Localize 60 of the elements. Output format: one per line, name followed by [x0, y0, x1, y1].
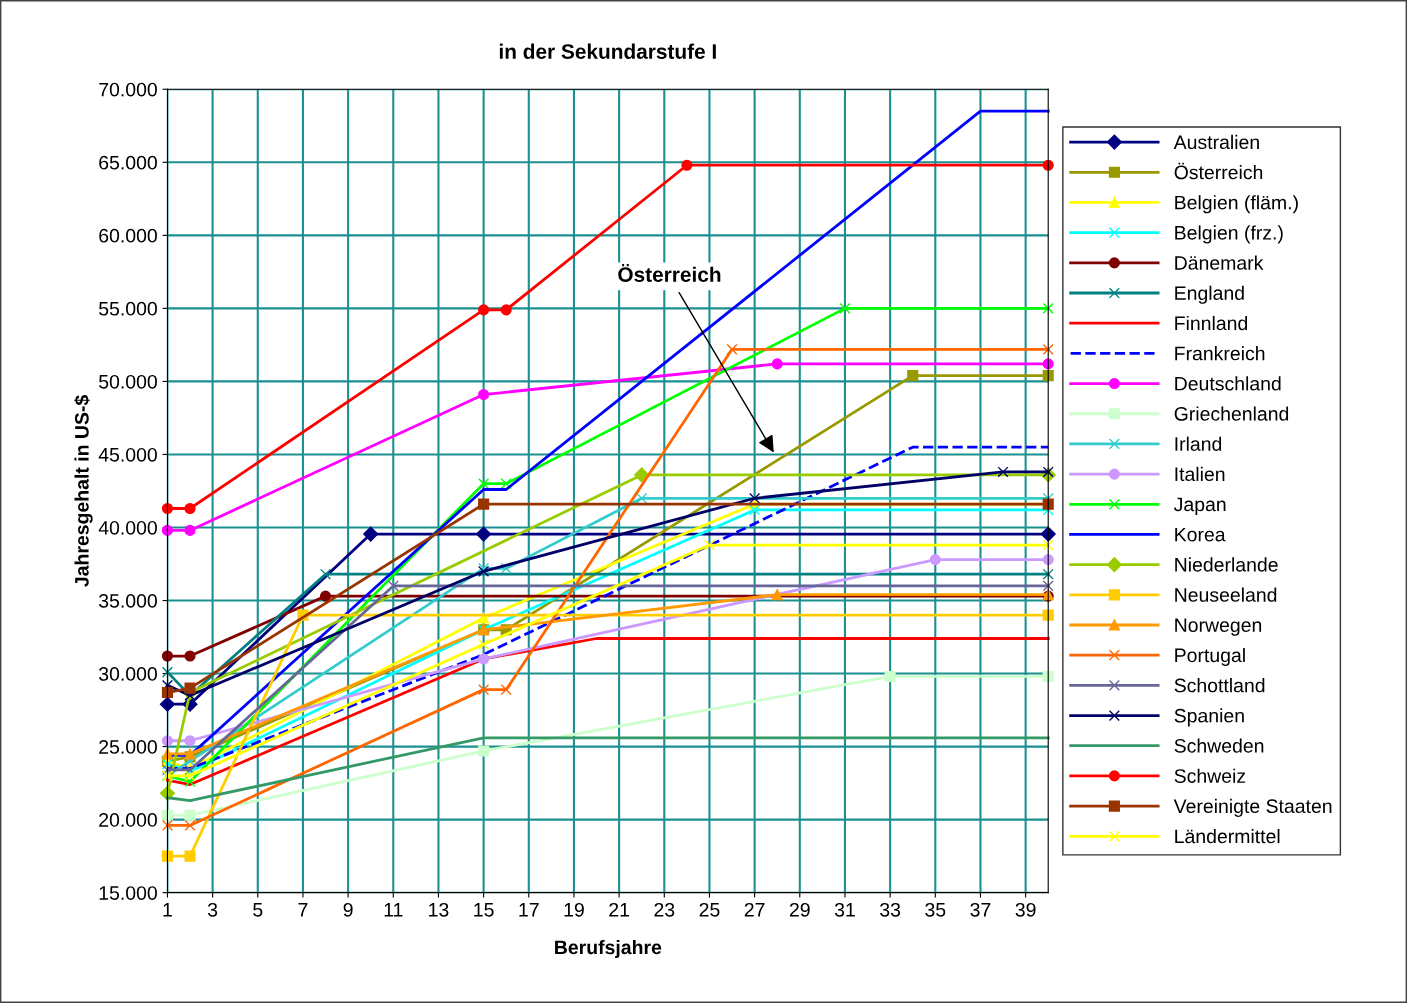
legend-label: Spanien: [1174, 708, 1244, 727]
legend-label: Schweden: [1174, 738, 1264, 753]
x-tick-label: 1: [163, 903, 172, 917]
legend-label: Japan: [1173, 497, 1226, 516]
annotation: Österreich: [618, 263, 721, 282]
y-tick-label: 70.000: [99, 82, 157, 97]
legend-label: Italien: [1175, 466, 1225, 482]
legend-label: Norwegen: [1175, 618, 1262, 636]
x-tick-label: 33: [880, 902, 901, 917]
x-tick-label: 27: [744, 902, 765, 917]
legend-label: Griechenland: [1174, 406, 1289, 421]
x-tick-label: 15: [474, 903, 494, 917]
y-tick-label: 50.000: [99, 374, 157, 389]
x-tick-label: 5: [253, 903, 263, 917]
legend-label: England: [1175, 285, 1244, 304]
y-tick-label: 30.000: [98, 667, 157, 681]
legend-label: Neuseeland: [1175, 587, 1277, 602]
legend-label: Schottland: [1174, 678, 1265, 693]
legend-label: Australien: [1173, 134, 1259, 150]
x-tick-label: 31: [834, 902, 855, 917]
legend-label: Vereinigte Staaten: [1173, 798, 1332, 817]
y-tick-label: 45.000: [98, 447, 157, 462]
x-tick-label: 23: [654, 902, 675, 917]
y-tick-label: 55.000: [99, 301, 157, 316]
x-tick-label: 29: [789, 902, 810, 917]
legend-label: Belgien (fläm.): [1175, 195, 1298, 214]
y-axis-title: Jahresgehalt in US-$: [74, 395, 93, 587]
y-tick-label: 40.000: [98, 520, 157, 535]
y-tick-label: 25.000: [99, 740, 157, 754]
legend-label: Deutschland: [1175, 376, 1281, 391]
legend-label: Niederlande: [1175, 557, 1278, 572]
y-tick-label: 15.000: [99, 886, 157, 900]
legend-label: Ländermittel: [1175, 828, 1280, 844]
x-tick-label: 21: [609, 902, 629, 917]
legend-label: Finnland: [1175, 315, 1248, 331]
x-tick-label: 39: [1015, 902, 1036, 917]
x-tick-label: 7: [298, 903, 308, 917]
x-tick-label: 25: [699, 902, 720, 917]
x-tick-label: 9: [343, 902, 353, 917]
y-tick-label: 60.000: [99, 228, 157, 243]
legend-label: Schweiz: [1174, 768, 1246, 783]
y-tick-label: 20.000: [99, 813, 157, 827]
x-tick-label: 35: [925, 902, 946, 917]
legend-label: Österreich: [1174, 162, 1263, 180]
y-tick-label: 35.000: [98, 593, 157, 608]
legend-label: Korea: [1175, 527, 1226, 542]
legend-label: Dänemark: [1175, 255, 1264, 270]
x-tick-label: 3: [207, 902, 218, 917]
x-tick-label: 11: [384, 903, 403, 917]
y-tick-label: 65.000: [99, 155, 157, 170]
x-tick-label: 13: [429, 902, 449, 917]
x-tick-label: 19: [564, 902, 584, 917]
chart-title: in der Sekundarstufe I: [499, 43, 716, 59]
x-tick-label: 37: [970, 902, 991, 917]
legend-label: Portugal: [1175, 647, 1245, 667]
legend-label: Irland: [1175, 436, 1222, 451]
x-axis-title: Berufsjahre: [555, 939, 662, 959]
x-tick-label: 17: [519, 903, 539, 917]
legend-label: Frankreich: [1175, 346, 1265, 361]
legend-label: Belgien (frz.): [1175, 225, 1283, 244]
